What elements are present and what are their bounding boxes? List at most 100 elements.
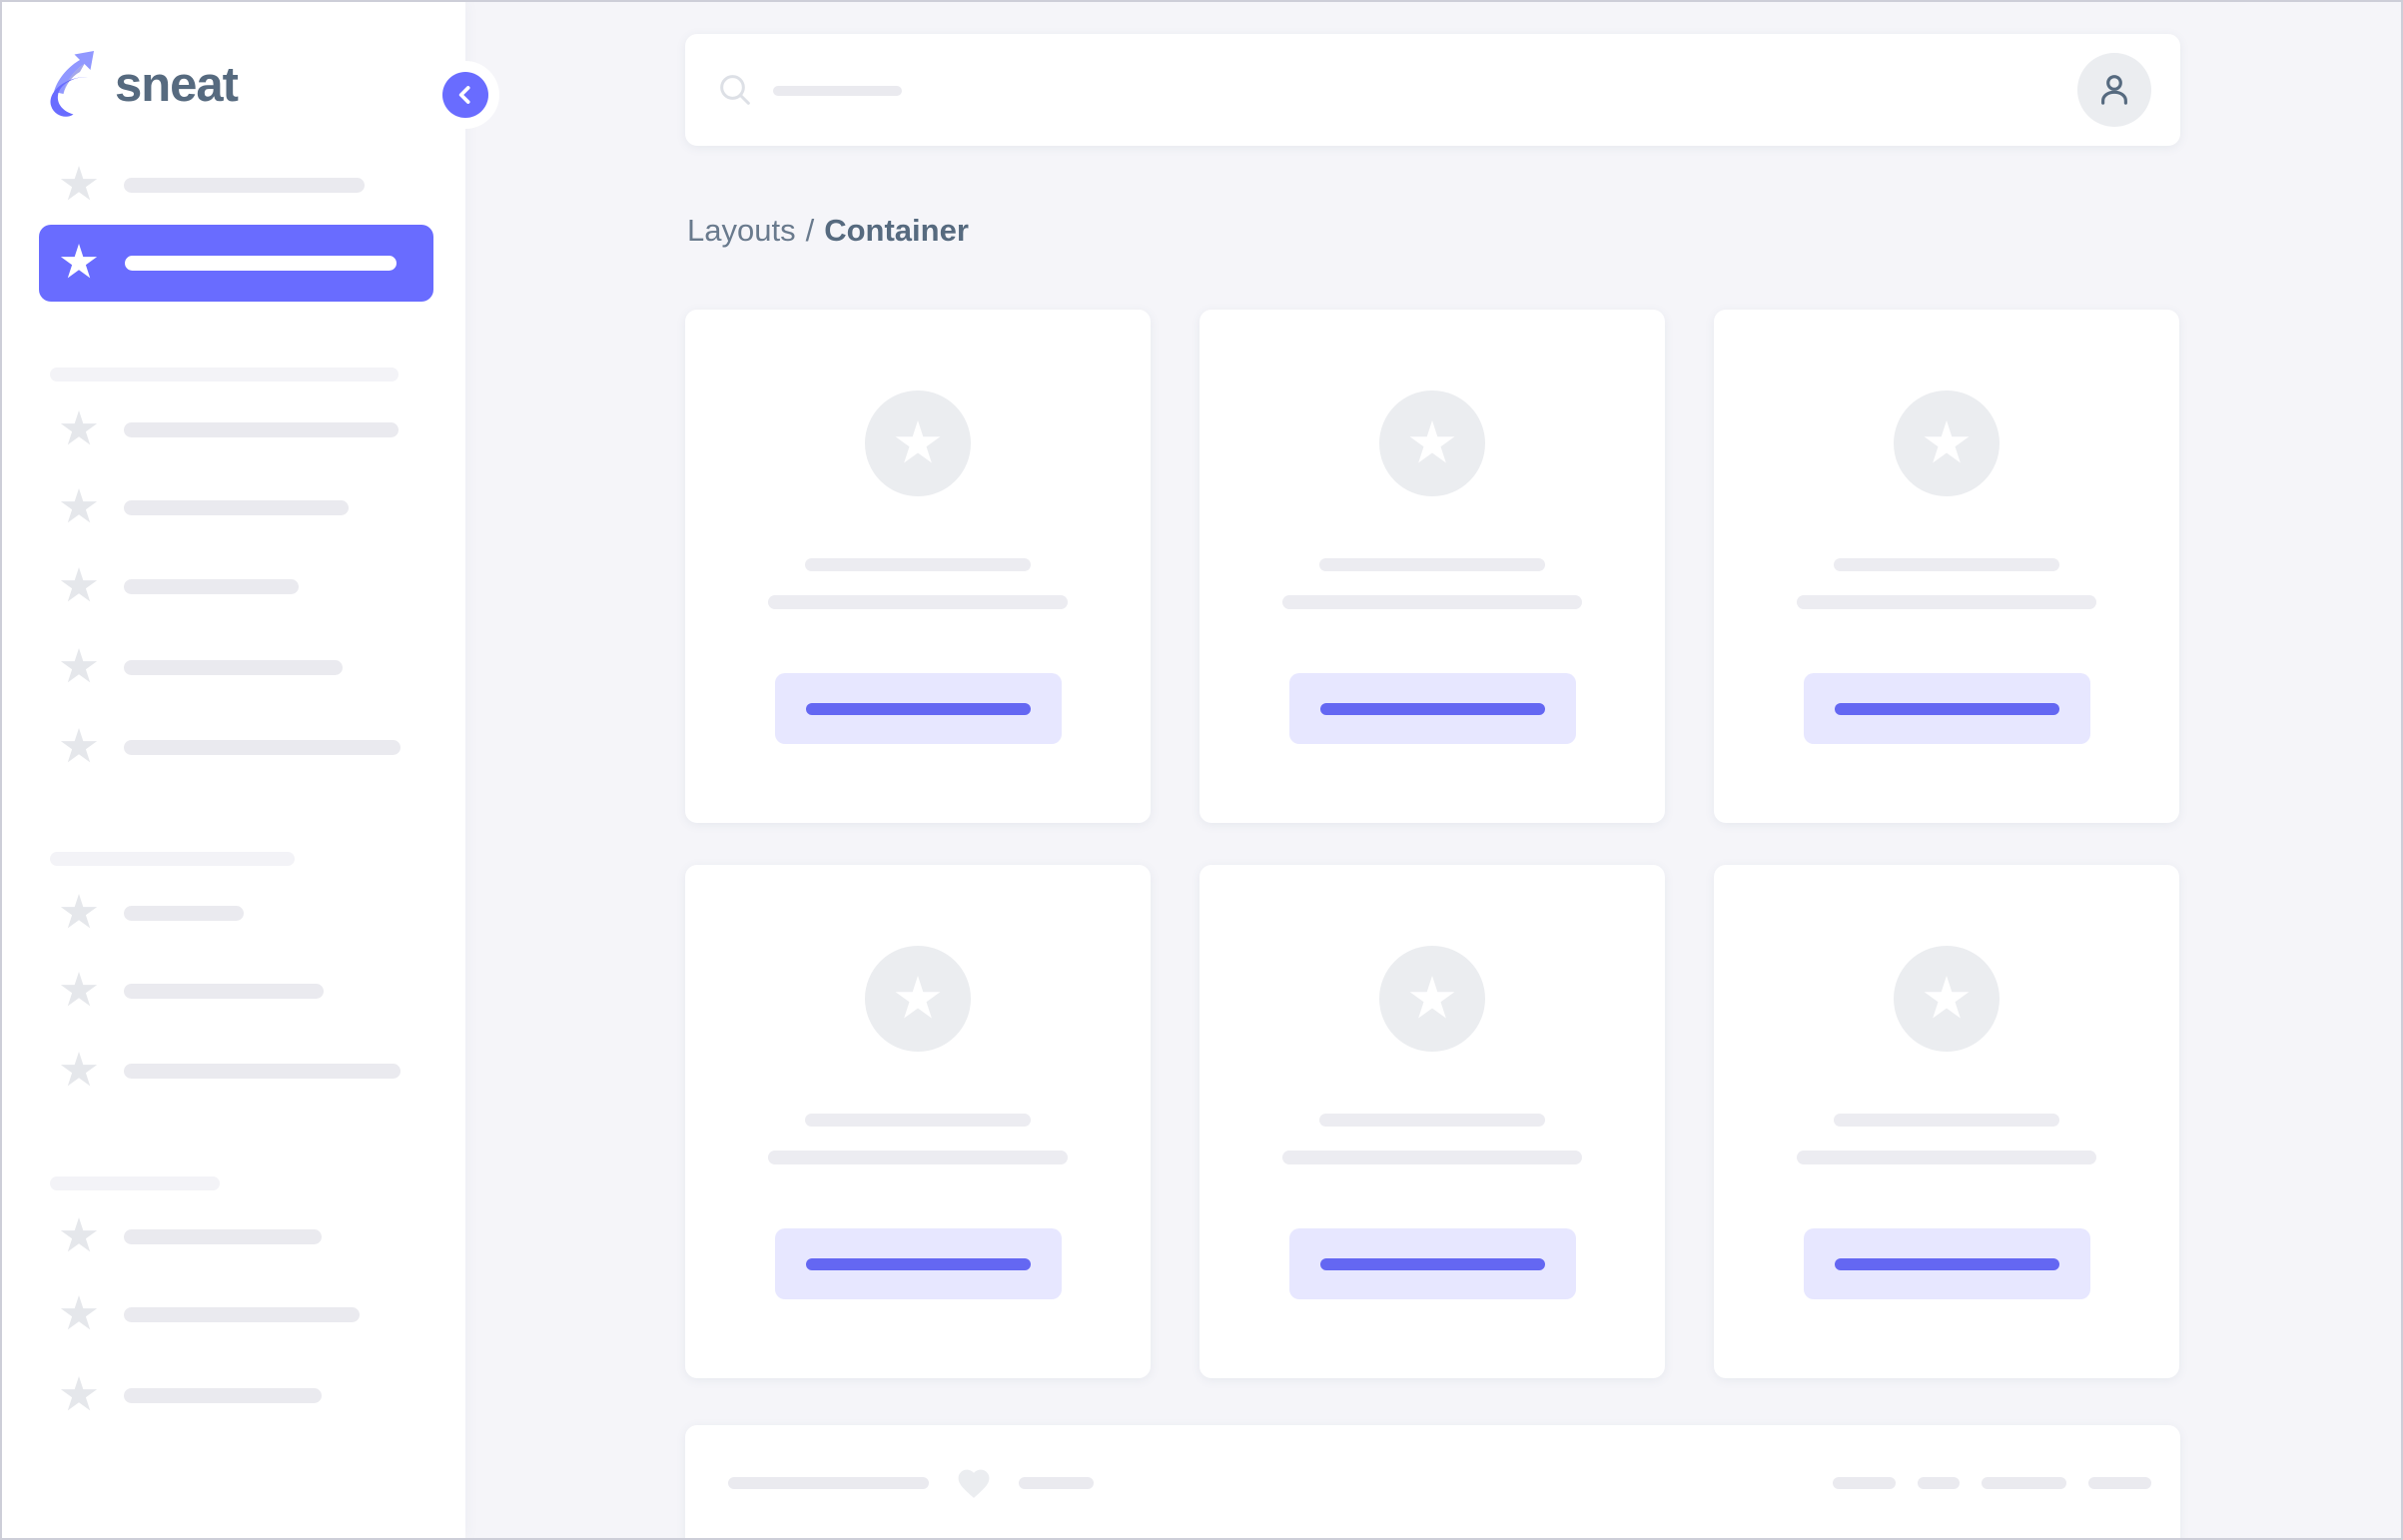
sneat-logo-icon — [50, 51, 94, 117]
sidebar-item[interactable] — [2, 468, 465, 546]
star-icon — [895, 975, 941, 1019]
skeleton-card — [1200, 865, 1665, 1378]
card-title-placeholder — [1834, 1114, 2059, 1127]
bottom-card-left-group — [728, 1464, 1094, 1502]
button-label-placeholder — [805, 702, 1031, 715]
card-subtitle-placeholder — [1797, 595, 2096, 609]
person-icon — [2101, 75, 2127, 105]
menu-label-placeholder — [124, 499, 349, 515]
search-placeholder-bar — [773, 86, 902, 96]
sidebar-item[interactable] — [2, 952, 465, 1030]
menu-section-heading-placeholder — [50, 852, 295, 866]
card-action-button[interactable] — [774, 673, 1062, 744]
breadcrumb: Layouts / Container — [687, 213, 969, 249]
button-label-placeholder — [1834, 1257, 2059, 1270]
chevron-left-icon — [458, 86, 470, 104]
star-icon — [60, 488, 98, 523]
star-icon — [60, 972, 98, 1007]
text-placeholder-bar — [1982, 1477, 2066, 1489]
sidebar-item[interactable] — [2, 1275, 465, 1353]
sidebar-collapse-button[interactable] — [431, 61, 499, 129]
card-title-placeholder — [805, 558, 1031, 571]
sidebar: sneat — [2, 2, 499, 1538]
menu-label-placeholder — [124, 1063, 400, 1079]
menu-label-placeholder — [124, 983, 324, 999]
skeleton-card — [1714, 310, 2179, 823]
sidebar-item[interactable] — [2, 547, 465, 625]
brand-name: sneat — [115, 57, 239, 112]
star-icon — [60, 567, 98, 602]
sidebar-item-active[interactable] — [39, 224, 433, 302]
card-grid — [685, 310, 2179, 1378]
button-label-placeholder — [1834, 702, 2059, 715]
button-label-placeholder — [1319, 702, 1545, 715]
card-action-button[interactable] — [774, 1228, 1062, 1299]
menu-label-placeholder — [124, 739, 400, 755]
star-icon — [60, 1217, 98, 1252]
star-icon — [60, 728, 98, 763]
sidebar-item[interactable] — [2, 1197, 465, 1275]
card-avatar-circle — [1894, 946, 2000, 1052]
text-placeholder-bar — [2088, 1477, 2151, 1489]
main-area: Layouts / Container — [465, 2, 2401, 1538]
search-icon — [720, 75, 750, 105]
sidebar-item[interactable] — [2, 146, 465, 224]
star-icon — [1924, 975, 1970, 1019]
sidebar-item[interactable] — [2, 874, 465, 952]
breadcrumb-separator: / — [805, 213, 815, 248]
menu-label-placeholder — [124, 421, 399, 437]
search-bar[interactable] — [685, 34, 2180, 146]
menu-section-heading-placeholder — [50, 1176, 220, 1190]
star-icon — [60, 1295, 98, 1330]
card-subtitle-placeholder — [1282, 1151, 1582, 1164]
text-placeholder-bar — [728, 1477, 929, 1489]
card-avatar-circle — [865, 946, 971, 1052]
star-icon — [60, 1376, 98, 1411]
collapse-circle — [442, 72, 488, 118]
star-icon — [1409, 975, 1455, 1019]
card-avatar-circle — [1379, 946, 1485, 1052]
skeleton-card — [1714, 865, 2179, 1378]
menu-label-placeholder — [124, 1306, 360, 1322]
card-subtitle-placeholder — [768, 595, 1068, 609]
star-icon — [60, 648, 98, 683]
text-placeholder-bar — [1019, 1477, 1094, 1489]
sidebar-item[interactable] — [2, 1356, 465, 1434]
card-subtitle-placeholder — [768, 1151, 1068, 1164]
sidebar-menu — [2, 2, 465, 1538]
card-title-placeholder — [805, 1114, 1031, 1127]
card-action-button[interactable] — [1288, 673, 1576, 744]
card-avatar-circle — [1894, 390, 2000, 496]
card-action-button[interactable] — [1288, 1228, 1576, 1299]
menu-label-placeholder — [124, 659, 343, 675]
brand[interactable]: sneat — [47, 50, 239, 120]
sidebar-item[interactable] — [2, 390, 465, 468]
breadcrumb-section[interactable]: Layouts — [687, 213, 796, 248]
menu-label-placeholder — [124, 1228, 322, 1244]
star-icon — [1924, 419, 1970, 463]
card-title-placeholder — [1834, 558, 2059, 571]
sidebar-item[interactable] — [2, 1032, 465, 1110]
user-avatar-button[interactable] — [2077, 53, 2151, 127]
card-title-placeholder — [1319, 558, 1545, 571]
skeleton-card — [1200, 310, 1665, 823]
sidebar-item[interactable] — [2, 628, 465, 706]
menu-label-placeholder — [124, 177, 365, 193]
star-icon — [1409, 419, 1455, 463]
star-icon — [60, 410, 98, 445]
star-icon — [60, 244, 98, 279]
menu-label-placeholder — [124, 578, 299, 594]
menu-label-placeholder — [125, 255, 397, 271]
heart-icon[interactable] — [954, 1465, 994, 1502]
menu-label-placeholder — [124, 1387, 322, 1403]
sidebar-item[interactable] — [2, 708, 465, 786]
skeleton-card — [685, 310, 1151, 823]
button-label-placeholder — [1319, 1257, 1545, 1270]
star-icon — [60, 1052, 98, 1087]
card-action-button[interactable] — [1803, 673, 2090, 744]
breadcrumb-current: Container — [824, 213, 969, 248]
bottom-card — [685, 1425, 2180, 1538]
card-action-button[interactable] — [1803, 1228, 2090, 1299]
text-placeholder-bar — [1918, 1477, 1960, 1489]
star-icon — [60, 894, 98, 929]
